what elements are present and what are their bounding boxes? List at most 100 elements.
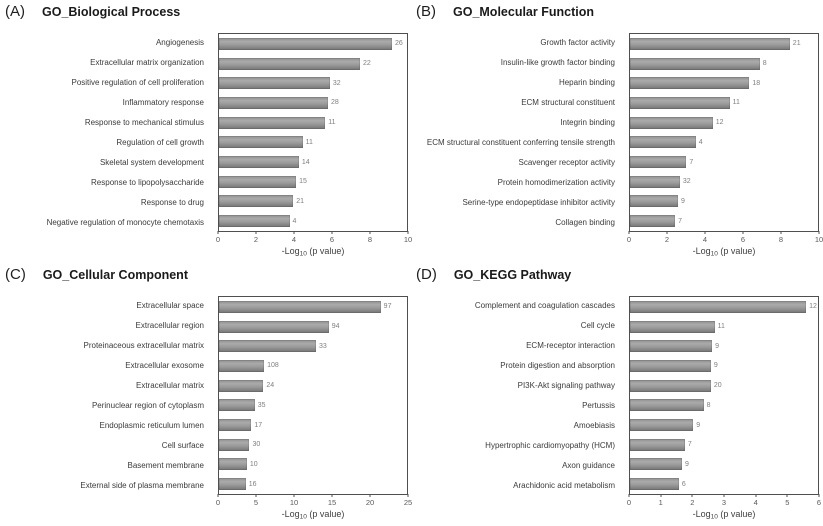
panel-title: GO_Biological Process [42,5,181,19]
bar-value-label: 4 [292,217,297,225]
bar-row: 9 [630,455,818,475]
bar-value-label: 28 [331,99,339,107]
x-axis-tick-label: 10 [403,235,413,244]
bar-value-label: 30 [252,441,261,449]
bar-value-label: 8 [762,60,767,68]
category-label: Proteinaceous extracellular matrix [83,341,205,351]
category-label: Skeletal system development [99,157,204,167]
panel-header: (D) GO_KEGG Pathway [416,266,571,283]
bar [219,116,326,129]
bar-row: 22 [219,54,407,74]
x-axis-tick-label: 2 [253,235,259,244]
x-axis-tick-label: 4 [291,235,297,244]
x-axis-tick [217,494,219,497]
category-label: ECM-receptor interaction [526,341,615,351]
bar-row: 9 [630,415,818,435]
bar-row: 97 [219,297,407,317]
x-axis-title: -Log10 (p value) [629,509,819,521]
bar [219,215,290,228]
bar [219,57,360,70]
bar-value-label: 11 [328,119,336,127]
bar-value-label: 9 [713,362,718,370]
bar-chart-plot: 21 8 18 11 12 4 7 32 9 7 [629,33,819,232]
category-label: Protein homodimerization activity [497,177,615,187]
bar [630,478,679,491]
category-label: Response to drug [140,197,204,207]
bar [630,340,713,353]
bar-chart-plot: 12 11 9 9 20 8 9 7 9 6 [629,296,819,495]
category-label: Extracellular exosome [125,361,204,371]
bar [219,340,316,353]
x-axis-title: -Log10 (p value) [218,509,408,521]
bar [630,458,682,471]
bar-value-label: 20 [713,382,722,390]
x-axis-tick-labels: 0 1 2 3 4 5 6 [621,498,823,508]
bar-row: 24 [219,376,407,396]
x-axis-tick-label: 6 [816,498,822,507]
x-axis-tickmarks [217,231,409,234]
bar [219,175,297,188]
category-label: Regulation of cell growth [116,137,204,147]
x-axis-tick [628,494,630,497]
bar-value-label: 7 [689,158,694,166]
x-axis-tick [255,231,257,234]
category-axis: Extracellular space Extracellular region P… [0,296,211,495]
bar-value-label: 35 [257,401,266,409]
bar-value-label: 14 [301,158,310,166]
x-axis-tick-label: 25 [403,498,413,507]
x-axis-tick-label: 1 [658,498,663,507]
bar [219,458,247,471]
x-axis-tick [818,231,820,234]
bar [630,156,687,169]
bar-row: 11 [219,133,407,153]
x-axis-tick [407,231,409,234]
bar-row: 7 [630,435,818,455]
x-axis-title: -Log10 (p value) [218,246,408,258]
x-axis-tickmarks [628,494,820,497]
bar-row: 21 [219,192,407,212]
category-label: Endoplasmic reticulum lumen [99,420,205,430]
bar-row: 9 [630,336,818,356]
x-axis-tick [818,494,820,497]
bar [219,300,381,313]
x-axis-tick-label: 8 [778,235,784,244]
x-axis-tick [628,231,630,234]
x-axis-tick [786,494,788,497]
bar-row: 17 [219,415,407,435]
bar-value-label: 9 [696,421,701,429]
panel-letter: (C) [5,266,26,283]
x-axis-tick [691,494,693,497]
x-axis-tick-label: 6 [329,235,335,244]
bar-row: 10 [219,455,407,475]
x-axis-tick-label: 0 [626,235,632,244]
panel-kegg-pathway: (D) GO_KEGG Pathway Complement and coagu… [411,263,823,526]
panel-header: (A) GO_Biological Process [5,3,180,20]
x-axis-tick-label: 10 [814,235,823,244]
bar [219,419,252,432]
x-axis-title-subscript: 10 [710,513,718,521]
category-axis: Angiogenesis Extracellular matrix organiz… [0,33,211,232]
x-axis-tick-labels: 0 2 4 6 8 10 [210,235,416,245]
bar-row: 28 [219,93,407,113]
bar-row: 32 [630,172,818,192]
bar-value-label: 22 [363,60,371,68]
bar [219,438,250,451]
bar [219,399,255,412]
panel-title: GO_Molecular Function [453,5,594,19]
bar-value-label: 108 [267,362,279,370]
bar-value-label: 18 [752,79,761,87]
category-label: Hypertrophic cardiomyopathy (HCM) [485,440,615,450]
bar-value-label: 12 [715,119,724,127]
x-axis-tick-label: 5 [253,498,259,507]
panel-molecular-function: (B) GO_Molecular Function Growth factor … [411,0,823,263]
x-axis-tick [723,494,725,497]
bar-value-label: 9 [685,460,689,468]
bar-value-label: 26 [394,40,403,48]
category-axis: Growth factor activity Insulin-like growt… [411,33,622,232]
bar-row: 8 [630,54,818,74]
x-axis-tick [755,494,757,497]
panel-cellular-component: (C) GO_Cellular Component Extracellular … [0,263,413,526]
bar-row: 11 [219,113,407,133]
category-label: External side of plasma membrane [80,480,204,490]
